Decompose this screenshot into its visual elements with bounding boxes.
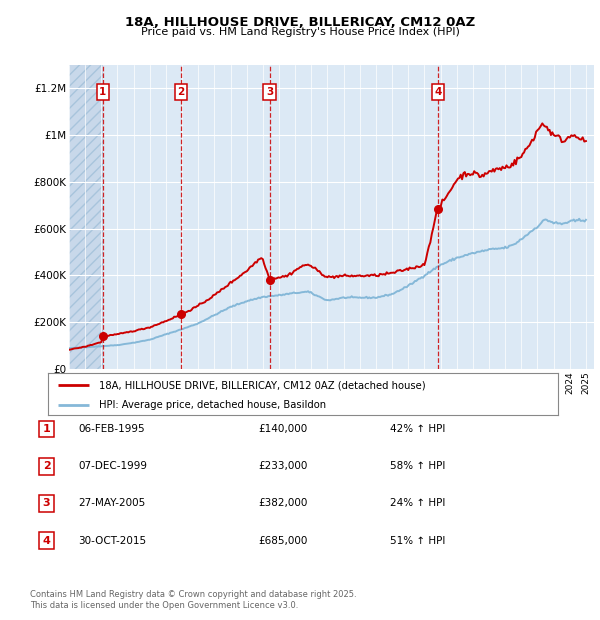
Text: £382,000: £382,000 xyxy=(258,498,307,508)
Text: 58% ↑ HPI: 58% ↑ HPI xyxy=(390,461,445,471)
Text: 18A, HILLHOUSE DRIVE, BILLERICAY, CM12 0AZ: 18A, HILLHOUSE DRIVE, BILLERICAY, CM12 0… xyxy=(125,16,475,29)
Text: £233,000: £233,000 xyxy=(258,461,307,471)
Text: 3: 3 xyxy=(266,87,273,97)
Bar xyxy=(69,65,103,369)
Text: 27-MAY-2005: 27-MAY-2005 xyxy=(78,498,145,508)
Text: 4: 4 xyxy=(434,87,442,97)
Text: 42% ↑ HPI: 42% ↑ HPI xyxy=(390,424,445,434)
Text: 07-DEC-1999: 07-DEC-1999 xyxy=(78,461,147,471)
Text: 3: 3 xyxy=(43,498,50,508)
Text: Price paid vs. HM Land Registry's House Price Index (HPI): Price paid vs. HM Land Registry's House … xyxy=(140,27,460,37)
Text: HPI: Average price, detached house, Basildon: HPI: Average price, detached house, Basi… xyxy=(99,400,326,410)
Text: £140,000: £140,000 xyxy=(258,424,307,434)
Text: 2: 2 xyxy=(178,87,185,97)
Text: £685,000: £685,000 xyxy=(258,536,307,546)
Text: 1: 1 xyxy=(43,424,50,434)
Text: 4: 4 xyxy=(43,536,50,546)
Text: 1: 1 xyxy=(99,87,107,97)
Text: Contains HM Land Registry data © Crown copyright and database right 2025.: Contains HM Land Registry data © Crown c… xyxy=(30,590,356,600)
Text: 24% ↑ HPI: 24% ↑ HPI xyxy=(390,498,445,508)
Text: 30-OCT-2015: 30-OCT-2015 xyxy=(78,536,146,546)
Text: This data is licensed under the Open Government Licence v3.0.: This data is licensed under the Open Gov… xyxy=(30,601,298,611)
Text: 06-FEB-1995: 06-FEB-1995 xyxy=(78,424,145,434)
Text: 51% ↑ HPI: 51% ↑ HPI xyxy=(390,536,445,546)
Text: 18A, HILLHOUSE DRIVE, BILLERICAY, CM12 0AZ (detached house): 18A, HILLHOUSE DRIVE, BILLERICAY, CM12 0… xyxy=(99,380,425,390)
Bar xyxy=(69,65,103,369)
Text: 2: 2 xyxy=(43,461,50,471)
